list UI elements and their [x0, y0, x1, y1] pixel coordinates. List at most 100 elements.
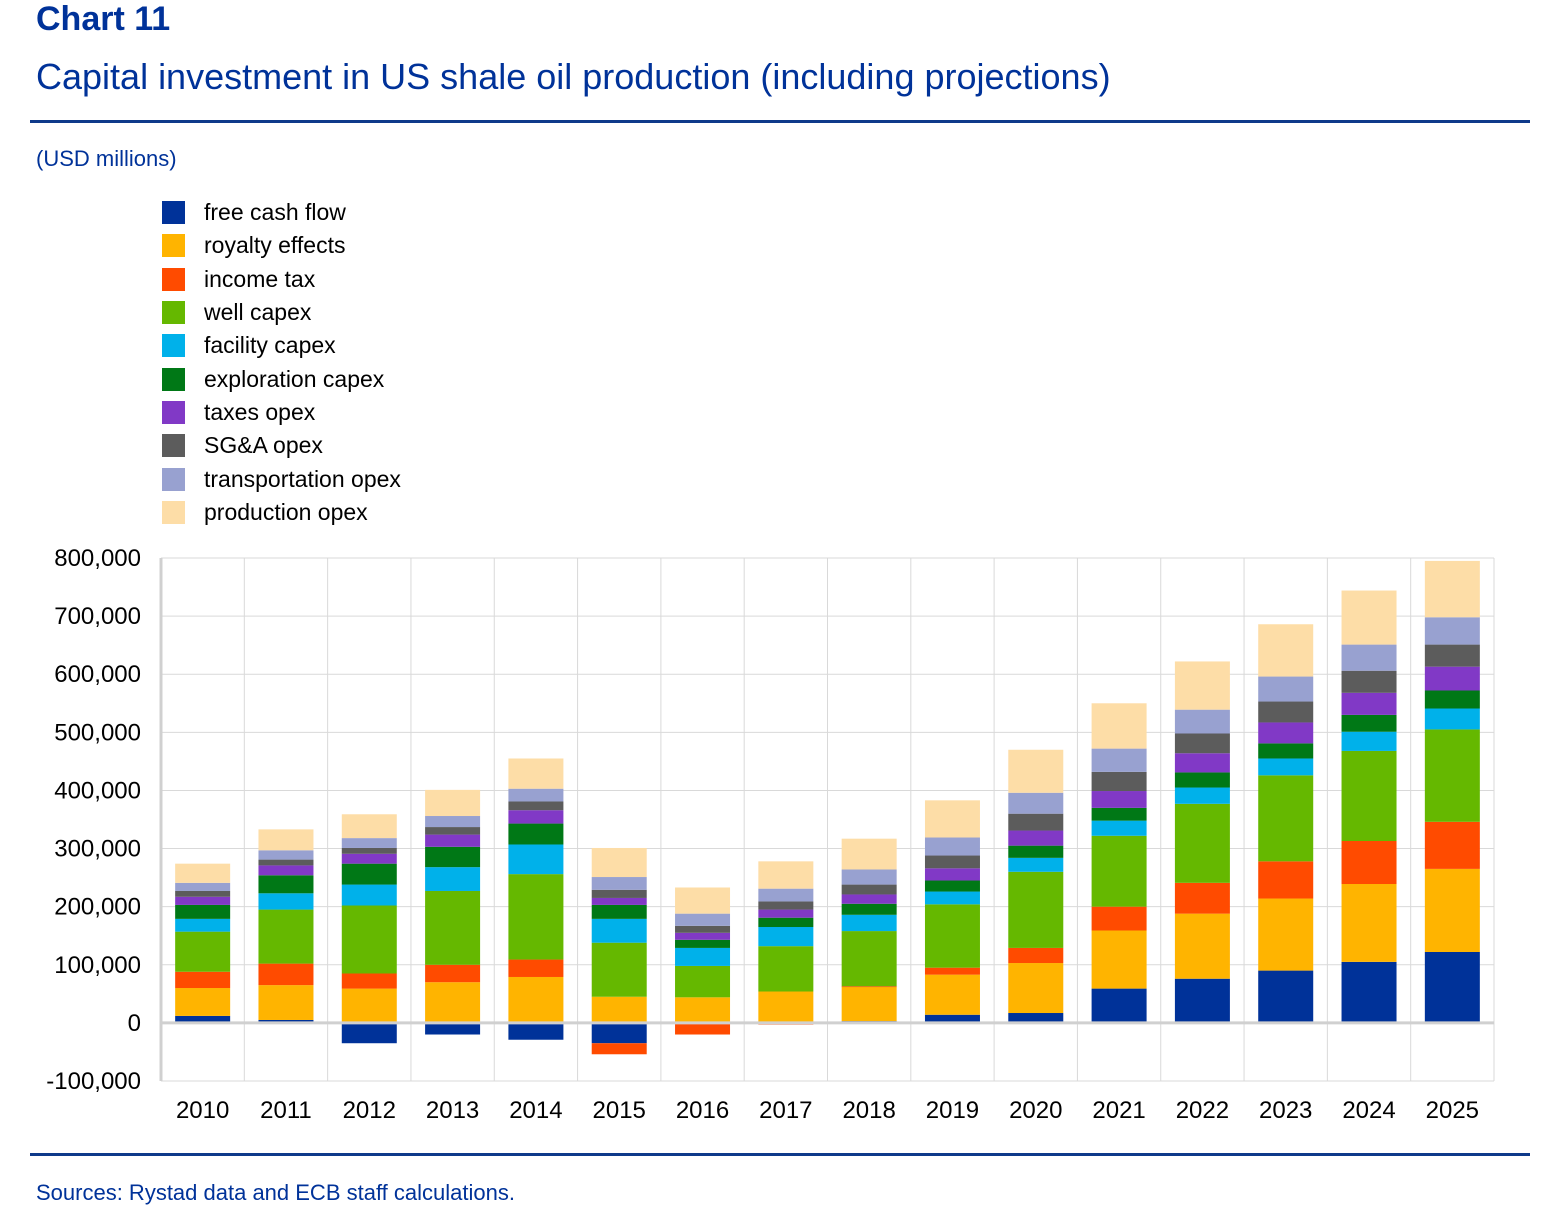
x-tick-label: 2014 [509, 1097, 562, 1124]
bar-transportation-opex-2020 [1008, 792, 1064, 814]
legend-swatch [162, 301, 185, 325]
bar-free-cash-flow-2015 [591, 1022, 647, 1044]
bar-taxes-opex-2020 [1008, 830, 1064, 846]
bar-sg-a-opex-2011 [258, 859, 314, 866]
x-tick-label: 2013 [426, 1097, 479, 1124]
x-tick-label: 2024 [1342, 1097, 1395, 1124]
bar-transportation-opex-2015 [591, 877, 647, 890]
bar-facility-capex-2022 [1174, 787, 1230, 804]
bar-sg-a-opex-2010 [175, 890, 231, 897]
bar-taxes-opex-2019 [924, 868, 980, 881]
bar-production-opex-2021 [1091, 703, 1147, 749]
x-tick-label: 2025 [1426, 1097, 1479, 1124]
bar-sg-a-opex-2015 [591, 889, 647, 898]
legend-label: taxes opex [204, 398, 316, 425]
x-tick-label: 2012 [343, 1097, 396, 1124]
bar-transportation-opex-2023 [1258, 676, 1314, 702]
bar-facility-capex-2025 [1424, 708, 1480, 730]
bar-well-capex-2013 [425, 890, 481, 965]
legend-label: transportation opex [204, 465, 401, 492]
legend-item-taxes-opex: taxes opex [162, 396, 401, 429]
bar-exploration-capex-2017 [758, 917, 814, 928]
bar-transportation-opex-2010 [175, 882, 231, 891]
bar-production-opex-2025 [1424, 560, 1480, 618]
bar-exploration-capex-2020 [1008, 845, 1064, 858]
bar-taxes-opex-2011 [258, 865, 314, 876]
bar-taxes-opex-2014 [508, 810, 564, 824]
legend-label: production opex [204, 498, 368, 525]
bar-exploration-capex-2018 [841, 903, 897, 915]
bar-transportation-opex-2025 [1424, 617, 1480, 645]
bar-sg-a-opex-2020 [1008, 813, 1064, 831]
bar-income-tax-2022 [1174, 882, 1230, 914]
bar-free-cash-flow-2013 [425, 1022, 481, 1035]
bar-well-capex-2019 [924, 904, 980, 968]
bar-free-cash-flow-2019 [924, 1014, 980, 1023]
bar-exploration-capex-2021 [1091, 807, 1147, 821]
legend-swatch [162, 334, 185, 358]
bar-exploration-capex-2019 [924, 880, 980, 892]
bar-royalty-effects-2020 [1008, 963, 1064, 1014]
bar-sg-a-opex-2017 [758, 901, 814, 910]
bar-production-opex-2018 [841, 838, 897, 870]
legend-item-free-cash-flow: free cash flow [162, 196, 401, 229]
bar-production-opex-2019 [924, 800, 980, 838]
unit-label: (USD millions) [36, 146, 177, 171]
bar-sg-a-opex-2022 [1174, 733, 1230, 754]
bar-royalty-effects-2010 [175, 988, 231, 1016]
source-note: Sources: Rystad data and ECB staff calcu… [36, 1180, 515, 1205]
bar-well-capex-2017 [758, 946, 814, 992]
y-tick-label: 100,000 [54, 952, 141, 979]
bar-transportation-opex-2022 [1174, 709, 1230, 734]
bar-exploration-capex-2025 [1424, 690, 1480, 709]
legend-item-exploration-capex: exploration capex [162, 362, 401, 395]
bar-free-cash-flow-2020 [1008, 1013, 1064, 1023]
legend-label: exploration capex [204, 365, 385, 392]
y-tick-label: 200,000 [54, 894, 141, 921]
bar-facility-capex-2021 [1091, 820, 1147, 836]
bar-taxes-opex-2015 [591, 897, 647, 905]
bar-transportation-opex-2012 [341, 838, 397, 848]
bar-production-opex-2015 [591, 847, 647, 878]
bar-well-capex-2020 [1008, 871, 1064, 948]
bar-well-capex-2012 [341, 905, 397, 974]
bar-free-cash-flow-2025 [1424, 951, 1480, 1023]
bar-income-tax-2013 [425, 964, 481, 983]
x-tick-label: 2017 [759, 1097, 812, 1124]
bar-facility-capex-2013 [425, 867, 481, 891]
bar-exploration-capex-2011 [258, 875, 314, 894]
bar-transportation-opex-2018 [841, 869, 897, 885]
bar-exploration-capex-2024 [1341, 714, 1397, 732]
y-tick-label: 0 [128, 1010, 141, 1037]
bar-facility-capex-2014 [508, 844, 564, 875]
bar-taxes-opex-2018 [841, 894, 897, 904]
bar-sg-a-opex-2013 [425, 827, 481, 835]
bar-royalty-effects-2015 [591, 996, 647, 1023]
bar-production-opex-2013 [425, 789, 481, 817]
bar-facility-capex-2012 [341, 884, 397, 906]
bar-exploration-capex-2010 [175, 904, 231, 919]
bar-income-tax-2016 [675, 1022, 731, 1035]
bar-royalty-effects-2022 [1174, 913, 1230, 979]
legend-item-facility-capex: facility capex [162, 329, 401, 362]
bar-taxes-opex-2010 [175, 896, 231, 905]
y-tick-label: 400,000 [54, 777, 141, 804]
bar-free-cash-flow-2010 [175, 1015, 231, 1023]
bar-income-tax-2015 [591, 1043, 647, 1055]
bar-facility-capex-2017 [758, 927, 814, 947]
bar-taxes-opex-2023 [1258, 722, 1314, 744]
bar-transportation-opex-2019 [924, 837, 980, 856]
bar-sg-a-opex-2018 [841, 884, 897, 895]
bar-transportation-opex-2014 [508, 788, 564, 802]
bar-taxes-opex-2021 [1091, 791, 1147, 808]
bar-income-tax-2010 [175, 971, 231, 989]
legend-item-production-opex: production opex [162, 496, 401, 529]
bar-exploration-capex-2012 [341, 863, 397, 885]
bar-transportation-opex-2013 [425, 816, 481, 828]
bar-exploration-capex-2022 [1174, 772, 1230, 788]
x-tick-label: 2015 [593, 1097, 646, 1124]
y-tick-label: -100,000 [46, 1068, 141, 1095]
bar-royalty-effects-2024 [1341, 884, 1397, 962]
x-tick-label: 2018 [842, 1097, 895, 1124]
bar-sg-a-opex-2016 [675, 925, 731, 933]
